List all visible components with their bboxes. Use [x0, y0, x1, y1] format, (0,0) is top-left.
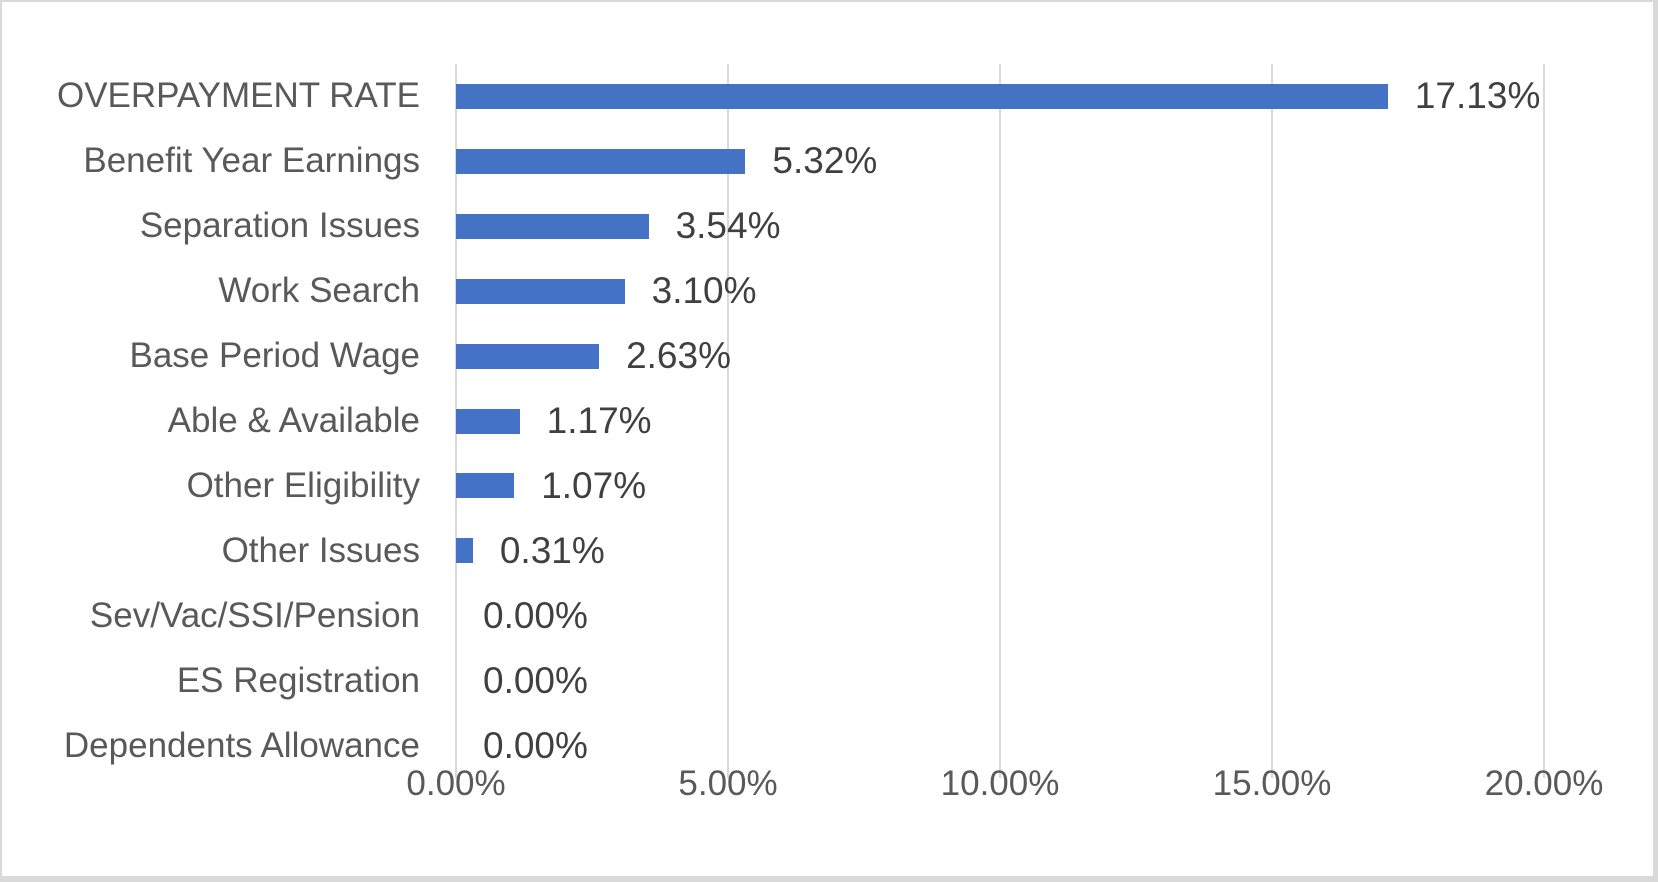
- bar: [456, 278, 625, 304]
- category-label: Base Period Wage: [129, 336, 420, 376]
- category-label: Benefit Year Earnings: [83, 141, 420, 181]
- bar: [456, 213, 649, 239]
- category-label: Separation Issues: [139, 206, 420, 246]
- bar: [456, 473, 515, 499]
- bar: [456, 408, 520, 434]
- value-label: 3.10%: [651, 270, 757, 312]
- x-axis-tick-label: 5.00%: [678, 764, 778, 803]
- category-label: Work Search: [218, 271, 420, 311]
- value-label: 0.00%: [483, 594, 588, 636]
- bar: [456, 83, 1388, 109]
- value-label: 0.00%: [483, 724, 588, 766]
- x-axis-tick-label: 10.00%: [940, 764, 1060, 803]
- value-label: 17.13%: [1414, 75, 1541, 117]
- value-label: 5.32%: [772, 140, 878, 182]
- category-label: Able & Available: [167, 401, 420, 440]
- value-label: 1.07%: [541, 464, 647, 506]
- vertical-gridline: [1271, 64, 1273, 778]
- category-label: Other Eligibility: [186, 465, 420, 505]
- value-label: 1.17%: [546, 400, 652, 441]
- value-label: 3.54%: [675, 205, 781, 247]
- bar: [456, 343, 600, 369]
- x-axis-tick-label: 20.00%: [1484, 764, 1604, 803]
- category-label: Sev/Vac/SSI/Pension: [89, 595, 420, 635]
- value-label: 0.00%: [483, 659, 588, 701]
- bar: [456, 148, 746, 174]
- value-label: 0.31%: [499, 529, 605, 571]
- x-axis-tick-label: 0.00%: [406, 764, 506, 803]
- x-axis-tick-label: 15.00%: [1212, 764, 1332, 803]
- value-label: 2.63%: [626, 335, 731, 377]
- category-label: ES Registration: [176, 660, 420, 700]
- bar: [456, 538, 473, 564]
- vertical-gridline: [999, 64, 1001, 778]
- vertical-gridline: [1543, 64, 1545, 778]
- vertical-gridline: [727, 64, 729, 778]
- category-label: Dependents Allowance: [63, 725, 420, 765]
- category-label: OVERPAYMENT RATE: [56, 76, 420, 116]
- category-label: Other Issues: [221, 530, 420, 570]
